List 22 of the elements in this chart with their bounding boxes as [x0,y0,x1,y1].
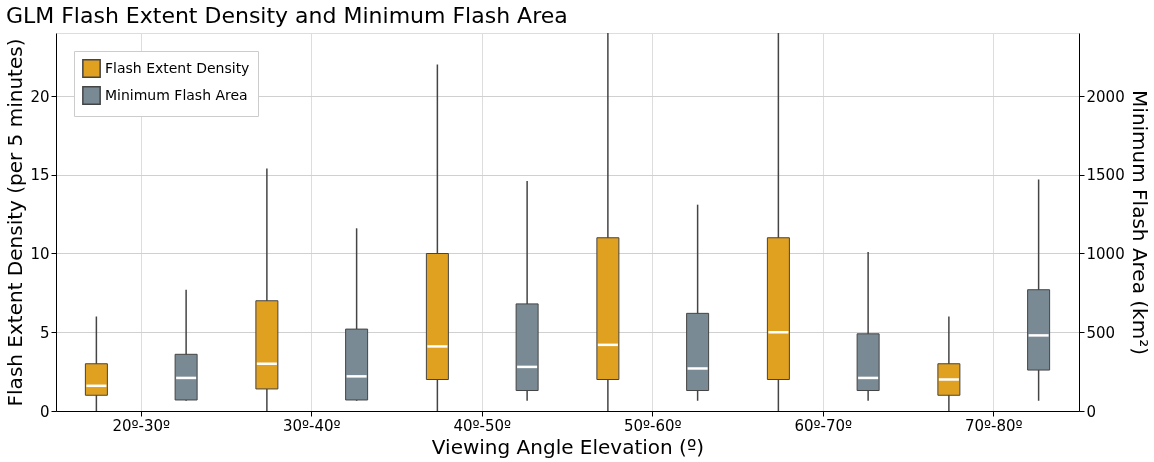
y2-axis-title: Minimum Flash Area (km²) [1127,90,1152,355]
y-tick-label: 15 [30,166,50,185]
x-tick-label: 70º-80º [964,416,1023,435]
y2-tick-label: 500 [1086,323,1116,342]
chart-title: GLM Flash Extent Density and Minimum Flash Area [5,3,568,29]
y2-tick-label: 0 [1086,402,1097,421]
x-tick-label: 50º-60º [623,416,682,435]
x-tick-label: 60º-70º [794,416,853,435]
y2-tick-label: 1000 [1086,245,1125,263]
y-tick-label: 10 [30,245,50,263]
y-tick-label: 20 [30,87,50,106]
y-tick-label: 0 [39,402,50,421]
y-axis-title: Flash Extent Density (per 5 minutes) [3,38,28,407]
y2-tick-label: 1500 [1086,166,1125,185]
x-tick-label: 20º-30º [112,416,171,435]
y2-tick-label: 2000 [1086,87,1125,106]
legend-label: Flash Extent Density [105,59,250,76]
legend-label: Minimum Flash Area [105,86,248,103]
x-tick-label: 30º-40º [282,416,341,435]
x-axis-title: Viewing Angle Elevation (º) [431,434,705,459]
x-tick-label: 40º-50º [453,416,512,435]
y-tick-label: 5 [39,323,50,342]
